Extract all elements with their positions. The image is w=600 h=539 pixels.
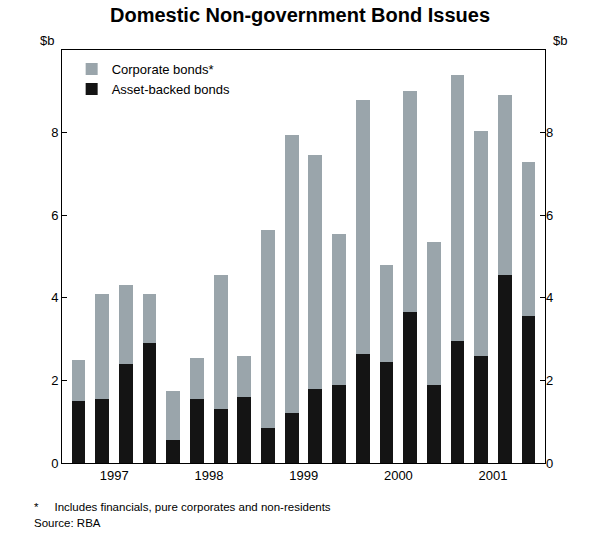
svg-text:* Includes financials, pur: * Includes financials, pure corporates a… <box>34 501 331 513</box>
svg-text:1998: 1998 <box>194 468 223 483</box>
svg-text:4: 4 <box>51 290 58 305</box>
svg-text:2: 2 <box>51 373 58 388</box>
svg-text:0: 0 <box>51 456 58 471</box>
svg-text:1997: 1997 <box>100 468 129 483</box>
svg-text:Source: RBA: Source: RBA <box>34 517 101 529</box>
svg-text:2001: 2001 <box>479 468 508 483</box>
svg-text:4: 4 <box>546 290 553 305</box>
svg-text:Domestic Non-government Bond I: Domestic Non-government Bond Issues <box>110 4 490 26</box>
svg-text:$b: $b <box>40 33 54 48</box>
svg-text:8: 8 <box>546 125 553 140</box>
svg-text:6: 6 <box>51 208 58 223</box>
svg-text:0: 0 <box>546 456 553 471</box>
svg-text:$b: $b <box>553 33 567 48</box>
svg-text:Asset-backed bonds: Asset-backed bonds <box>112 82 230 97</box>
svg-text:1999: 1999 <box>289 468 318 483</box>
svg-text:8: 8 <box>51 125 58 140</box>
svg-text:2: 2 <box>546 373 553 388</box>
svg-text:6: 6 <box>546 208 553 223</box>
svg-text:2000: 2000 <box>384 468 413 483</box>
svg-text:Corporate bonds*: Corporate bonds* <box>112 62 214 77</box>
